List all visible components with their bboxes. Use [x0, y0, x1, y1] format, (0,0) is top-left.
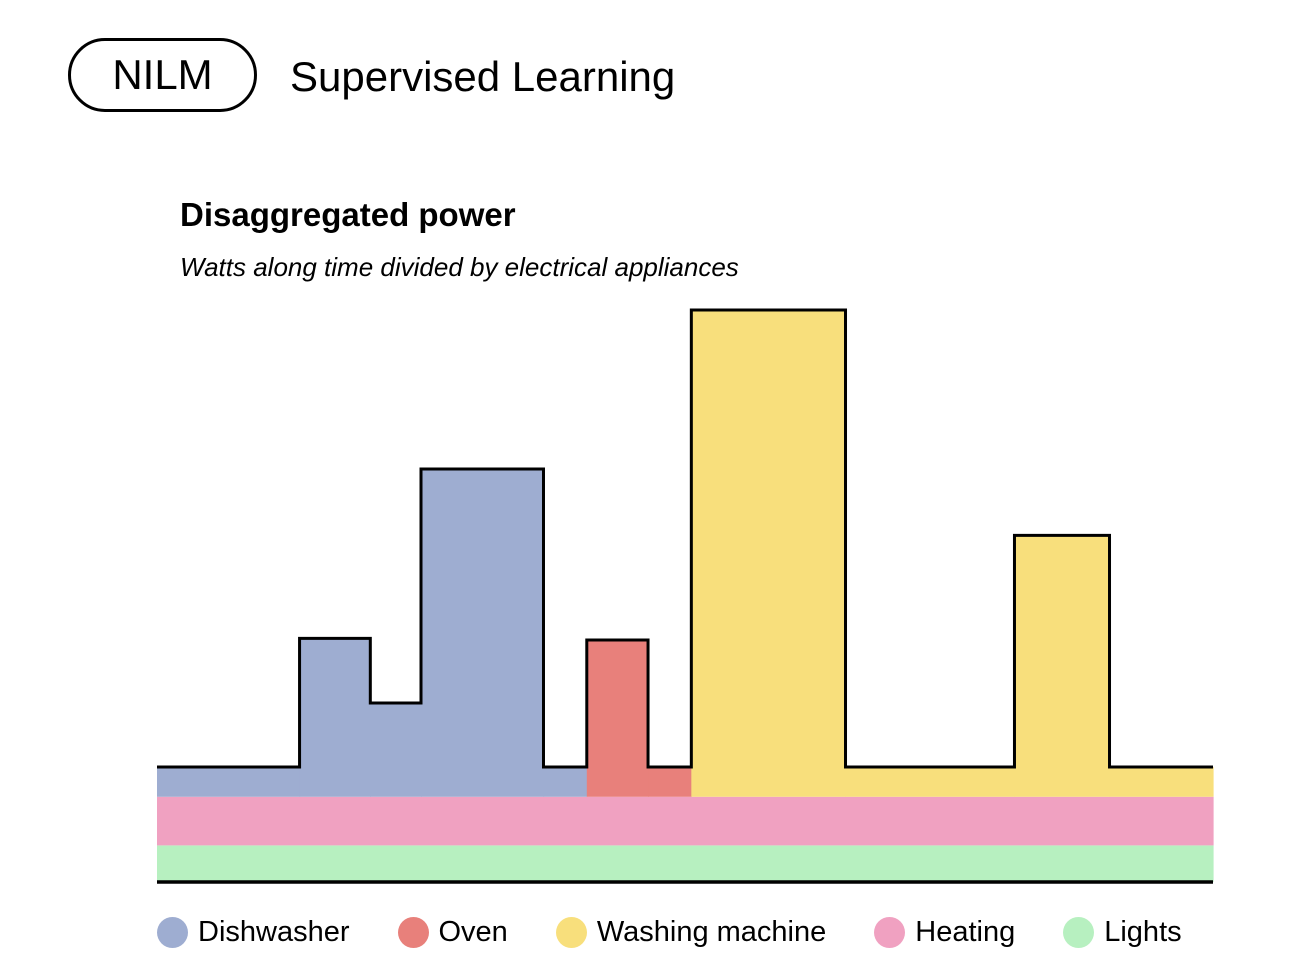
- step-dishwasher-1: [299, 638, 371, 797]
- legend-swatch-heating: [874, 916, 906, 948]
- legend-item-heating: Heating: [874, 916, 1015, 949]
- legend-label: Oven: [438, 915, 508, 948]
- chart-subtitle: Watts along time divided by electrical a…: [180, 252, 739, 282]
- step-washing-machine-2: [1014, 535, 1111, 797]
- legend-item-washing-machine: Washing machine: [555, 915, 827, 949]
- layer-lights: [157, 845, 1214, 882]
- step-washing-machine-0: [691, 310, 847, 797]
- legend-label: Washing machine: [596, 915, 827, 948]
- legend-swatch-oven: [397, 916, 429, 948]
- step-dishwasher-0: [157, 767, 301, 797]
- chart-title: Disaggregated power: [180, 196, 516, 233]
- nilm-badge: NILM: [68, 38, 257, 112]
- legend-label: Heating: [915, 915, 1016, 948]
- legend-item-oven: Oven: [397, 915, 508, 949]
- legend-swatch-washing-machine: [555, 916, 587, 948]
- step-washing-machine-3: [1109, 767, 1214, 797]
- legend-item-lights: Lights: [1063, 915, 1182, 949]
- page-title: Supervised Learning: [290, 53, 676, 100]
- legend-swatch-dishwasher: [157, 916, 188, 948]
- legend-label: Dishwasher: [198, 915, 350, 948]
- layer-washing-machine: [691, 310, 1214, 797]
- step-heating-0: [157, 796, 1214, 846]
- chart-legend: Dishwasher Oven Washing machine Heating Ligh…: [157, 912, 1182, 952]
- step-lights-0: [157, 845, 1214, 882]
- legend-label: Lights: [1104, 915, 1182, 948]
- legend-item-dishwasher: Dishwasher: [157, 916, 350, 949]
- power-outline: [157, 308, 1213, 769]
- step-oven-1: [648, 767, 692, 797]
- step-washing-machine-1: [845, 767, 1016, 797]
- layer-heating: [157, 796, 1214, 846]
- step-dishwasher-2: [370, 702, 422, 797]
- layer-oven: [586, 640, 692, 797]
- step-dishwasher-4: [543, 767, 588, 797]
- step-oven-0: [586, 640, 649, 797]
- layer-dishwasher: [157, 469, 588, 797]
- nilm-badge-label: NILM: [112, 51, 213, 98]
- step-dishwasher-3: [421, 469, 545, 797]
- legend-swatch-lights: [1063, 916, 1095, 948]
